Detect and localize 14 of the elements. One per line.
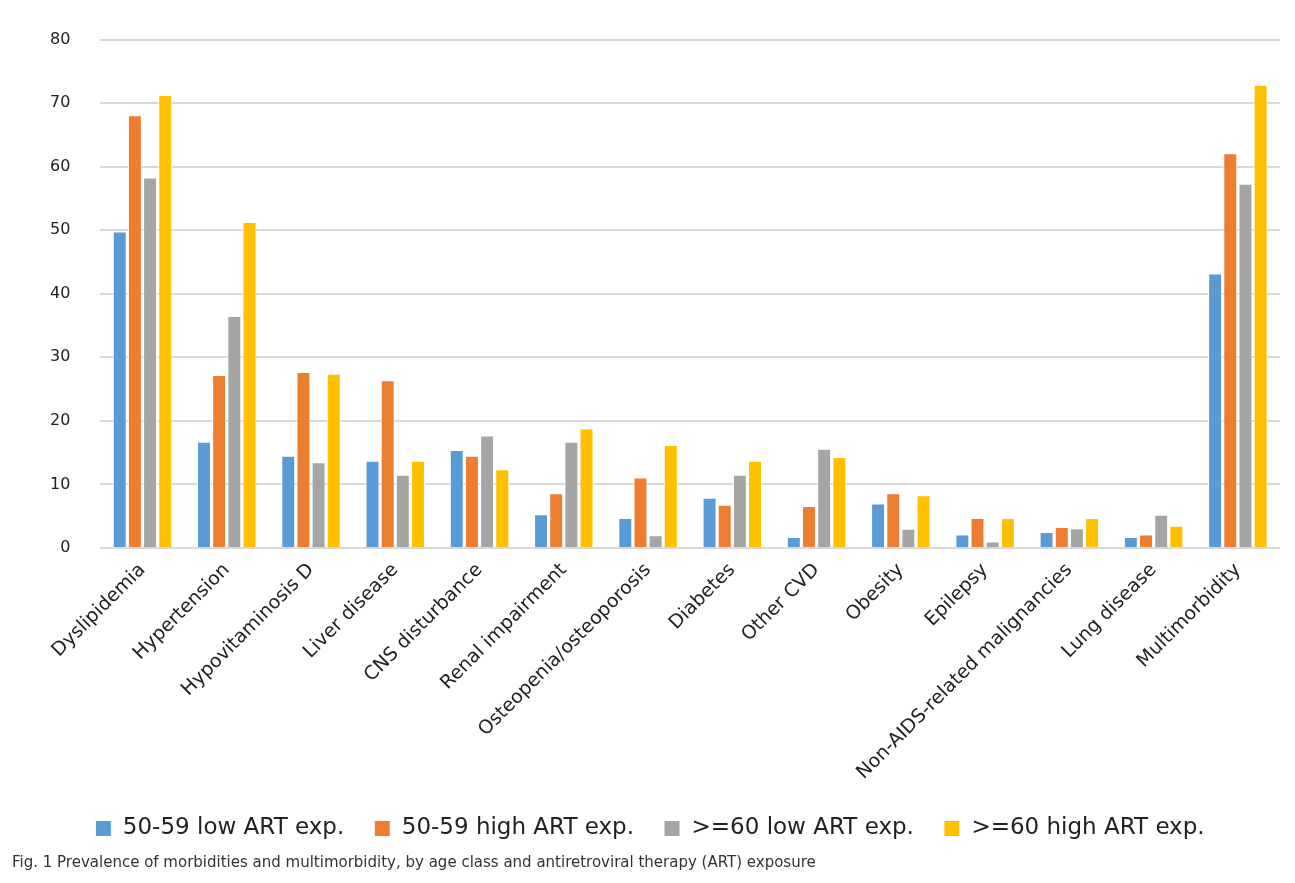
y-tick-label: 70 <box>50 92 71 112</box>
legend-label: 50-59 high ART exp. <box>401 813 635 840</box>
caption: Fig. 1 Prevalence of morbidities and multimorbidity, by age class and antiretroviral therapy (ART) exposure <box>12 853 816 871</box>
legend-label: >=60 low ART exp. <box>691 813 914 840</box>
y-tick-label: 20 <box>50 409 71 429</box>
y-tick-label: 60 <box>50 155 71 175</box>
y-tick-label: 30 <box>50 346 71 366</box>
legend-label: 50-59 low ART exp. <box>122 813 345 840</box>
y-tick-label: 80 <box>50 28 71 48</box>
legend-label: >=60 high ART exp. <box>971 813 1205 840</box>
y-tick-label: 50 <box>50 219 71 239</box>
y-tick-label: 0 <box>60 537 71 557</box>
y-tick-label: 10 <box>50 473 71 493</box>
y-tick-label: 40 <box>50 282 71 302</box>
